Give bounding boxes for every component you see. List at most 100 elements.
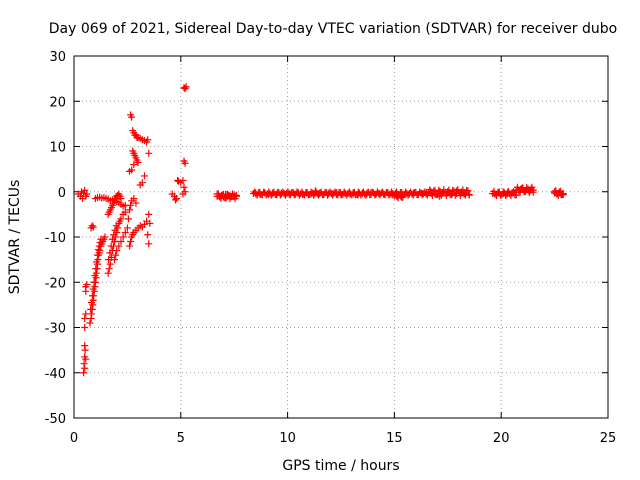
data-point [95,242,103,250]
data-point [88,292,96,300]
y-tick-label: 20 [49,95,66,110]
data-point [181,159,189,167]
data-point [110,231,118,239]
y-tick-label: 0 [58,186,66,201]
x-tick-label: 5 [177,431,185,446]
y-tick-label: -50 [45,412,66,427]
y-tick-label: 10 [49,141,66,156]
data-point [92,265,100,273]
data-point [111,256,119,264]
data-point [117,195,125,203]
data-point [112,222,120,230]
data-point [130,195,138,203]
data-point [82,355,90,363]
data-point [464,187,472,195]
data-point [83,190,91,198]
y-tick-label: -20 [45,276,66,291]
data-point [121,208,129,216]
data-point [121,228,129,236]
data-point [127,201,135,209]
data-point [126,206,134,214]
y-tick-label: 30 [49,50,66,65]
data-point [96,238,104,246]
data-point [132,199,140,207]
data-point [80,360,88,368]
x-tick-label: 15 [386,431,403,446]
data-point [112,251,120,259]
data-point [90,278,98,286]
data-point [89,223,97,231]
data-point [559,191,567,199]
data-point [231,195,239,203]
data-point [117,215,125,223]
data-point [115,242,123,250]
x-tick-label: 10 [279,431,296,446]
data-point [173,195,181,203]
data-points [74,83,567,377]
data-point [130,161,138,169]
data-point [81,314,89,322]
data-point [145,210,153,218]
data-point [105,256,113,264]
data-point [430,187,438,195]
data-point [128,113,136,121]
data-point [123,224,131,232]
data-point [442,192,450,200]
data-point [449,186,457,194]
data-point [179,190,187,198]
data-point [81,364,89,372]
y-tick-labels: -50 -40 -30 -20 -10 0 10 20 30 [45,50,66,427]
data-point [101,233,109,241]
data-point [91,271,99,279]
data-point [182,83,190,91]
data-point [144,231,152,239]
x-tick-labels: 0 5 10 15 20 25 [70,431,616,446]
x-tick-label: 20 [493,431,510,446]
data-point [106,249,114,257]
data-point [146,219,154,227]
data-point [127,238,135,246]
x-tick-label: 25 [600,431,617,446]
data-point [126,242,134,250]
data-point [117,238,125,246]
data-point [97,235,105,243]
grid [74,56,608,418]
y-tick-label: -30 [45,322,66,337]
data-point [134,158,142,166]
data-point [87,305,95,313]
x-tick-label: 0 [70,431,78,446]
data-point [111,226,119,234]
data-point [107,242,115,250]
data-point [140,172,148,180]
data-point [104,269,112,277]
data-point [232,191,240,199]
data-point [459,186,467,194]
data-point [145,240,153,248]
data-point [399,193,407,201]
data-point [88,310,96,318]
chart-title: Day 069 of 2021, Sidereal Day-to-day VTE… [49,21,617,37]
data-point [94,246,102,254]
data-point [106,260,114,268]
data-point [124,215,132,223]
x-axis-label: GPS time / hours [282,458,399,474]
data-point [528,183,536,191]
axis-ticks [73,55,609,419]
data-point [138,179,146,187]
data-point [86,319,94,327]
data-point [516,188,524,196]
data-point [145,149,153,157]
data-point [465,191,473,199]
data-point [89,285,97,293]
data-point [108,235,116,243]
data-point [181,85,189,93]
data-point [93,251,101,259]
data-point [93,258,101,266]
data-point [179,176,187,184]
data-point [171,196,179,204]
data-point [88,299,96,307]
data-point [113,247,121,255]
data-point [128,166,136,174]
data-point [80,369,88,377]
